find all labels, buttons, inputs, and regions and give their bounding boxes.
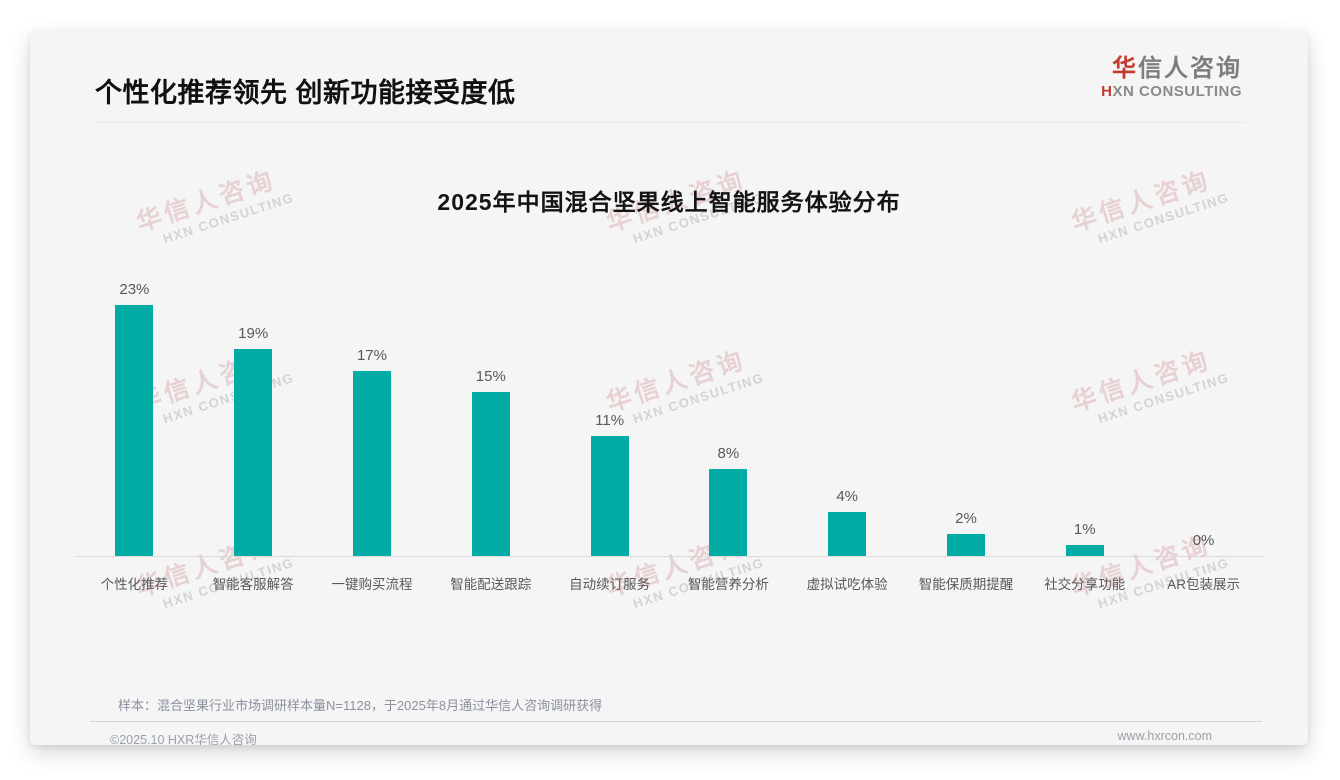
- bar-slot: 23%: [75, 278, 194, 557]
- bar-value-label: 4%: [836, 488, 859, 506]
- slide-card: 华信人咨询 HXN CONSULTING 华信人咨询 HXN CONSULTING 华信…: [30, 31, 1308, 745]
- bar-slot: 17%: [313, 278, 432, 557]
- bar-value-label: 19%: [238, 325, 269, 343]
- bar-slot: 11%: [550, 278, 669, 557]
- header: 个性化推荐领先 创新功能接受度低 华信人咨询 HXN CONSULTING: [30, 31, 1308, 109]
- bar-chart: 23% 19% 17% 15% 11% 8% 4% 2% 1% 0% 个性化推荐 智能客服解答 一键购…: [75, 278, 1263, 593]
- bar-value-label: 8%: [717, 445, 740, 463]
- bar-value-label: 2%: [955, 510, 977, 528]
- category-label: 智能配送跟踪: [450, 577, 532, 593]
- bar-value-label: 11%: [595, 412, 625, 430]
- logo-chinese-name: 华信人咨询: [1112, 55, 1242, 84]
- sample-note: 样本：混合坚果行业市场调研样本量N=1128，于2025年8月通过华信人咨询调研…: [118, 698, 603, 714]
- bar: [352, 371, 391, 557]
- category-label: 自动续订服务: [569, 577, 651, 593]
- page-title: 个性化推荐领先 创新功能接受度低: [95, 78, 516, 108]
- bar-slot: 0%: [1144, 278, 1263, 556]
- category-label: 智能营养分析: [687, 577, 769, 593]
- bar-slot: 2%: [907, 278, 1026, 557]
- bar: [471, 392, 510, 557]
- plot-area: 23% 19% 17% 15% 11% 8% 4% 2% 1% 0%: [75, 278, 1263, 557]
- bar: [709, 469, 748, 557]
- header-divider: [95, 122, 1245, 124]
- logo-cn-rest: 信人咨询: [1138, 55, 1242, 82]
- category-label: 虚拟试吃体验: [806, 577, 888, 593]
- bar-slot: 19%: [194, 278, 313, 557]
- logo-en-accent: H: [1101, 82, 1113, 100]
- bar: [115, 305, 154, 557]
- copyright-text: ©2025.10 HXR华信人咨询: [110, 733, 257, 745]
- category-label: 社交分享功能: [1044, 577, 1126, 593]
- company-logo: 华信人咨询 HXN CONSULTING: [1101, 55, 1242, 109]
- footer: ©2025.10 HXR华信人咨询 www.hxrcon.com: [110, 729, 1212, 745]
- website-link[interactable]: www.hxrcon.com: [1117, 729, 1212, 744]
- bar-slot: 1%: [1025, 278, 1144, 557]
- bar-value-label: 0%: [1192, 532, 1215, 550]
- bar-slot: 15%: [431, 278, 550, 557]
- x-axis-labels: 个性化推荐 智能客服解答 一键购买流程 智能配送跟踪 自动续订服务 智能营养分析 虚拟试吃体…: [75, 573, 1263, 593]
- bar: [590, 436, 629, 557]
- category-label: 智能客服解答: [212, 577, 294, 593]
- bar: [234, 349, 273, 557]
- bar: [946, 534, 985, 557]
- logo-cn-accent: 华: [1112, 55, 1138, 82]
- bar-slot: 8%: [669, 278, 788, 557]
- x-axis-line: [75, 556, 1263, 558]
- bar-value-label: 1%: [1073, 521, 1096, 539]
- logo-en-rest: XN CONSULTING: [1112, 82, 1242, 100]
- category-label: AR包装展示: [1167, 577, 1240, 593]
- bar-value-label: 17%: [356, 347, 387, 365]
- category-label: 个性化推荐: [100, 577, 169, 593]
- bar-value-label: 23%: [119, 281, 150, 299]
- footer-divider: [90, 721, 1262, 723]
- chart-title: 2025年中国混合坚果线上智能服务体验分布: [437, 189, 901, 216]
- category-label: 一键购买流程: [331, 577, 413, 593]
- category-label: 智能保质期提醒: [918, 577, 1014, 593]
- bar-value-label: 15%: [475, 368, 506, 386]
- bar-slot: 4%: [788, 278, 907, 557]
- bar: [828, 512, 867, 557]
- bar: [1065, 545, 1104, 557]
- logo-english-name: HXN CONSULTING: [1101, 82, 1242, 101]
